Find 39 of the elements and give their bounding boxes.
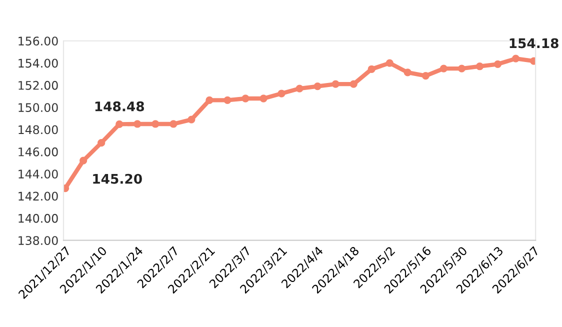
y-tick-label: 146.00 [18, 147, 58, 156]
point [152, 120, 160, 128]
point [458, 64, 466, 72]
y-tick-label: 154.00 [18, 58, 58, 68]
point [206, 96, 214, 104]
y-tick-label: 144.00 [18, 170, 58, 179]
point [440, 64, 448, 72]
point [494, 60, 502, 68]
point [512, 54, 520, 62]
point [314, 82, 322, 90]
point [98, 139, 106, 147]
point [260, 94, 268, 102]
data-label: 154.18 [510, 38, 558, 48]
data-label: 145.20 [93, 174, 142, 184]
point [350, 80, 358, 88]
point [170, 120, 178, 128]
y-tick-label: 140.00 [18, 214, 58, 223]
y-tick-label: 138.00 [18, 236, 58, 245]
point [242, 94, 250, 102]
point [332, 80, 340, 88]
point [404, 68, 412, 76]
point [116, 120, 124, 128]
point [422, 72, 430, 80]
point [530, 57, 536, 65]
y-tick-label: 148.00 [18, 125, 58, 134]
y-tick-label: 156.00 [18, 36, 58, 46]
point [224, 96, 232, 104]
point [296, 84, 304, 92]
point [278, 90, 286, 98]
point [134, 120, 142, 128]
point [386, 59, 394, 67]
y-tick-label: 152.00 [18, 80, 58, 90]
y-tick-label: 142.00 [18, 192, 58, 201]
point [368, 65, 376, 73]
point [476, 62, 484, 70]
data-label: 148.48 [95, 101, 144, 112]
point [80, 156, 88, 164]
point [188, 116, 196, 124]
y-tick-label: 150.00 [18, 103, 58, 112]
